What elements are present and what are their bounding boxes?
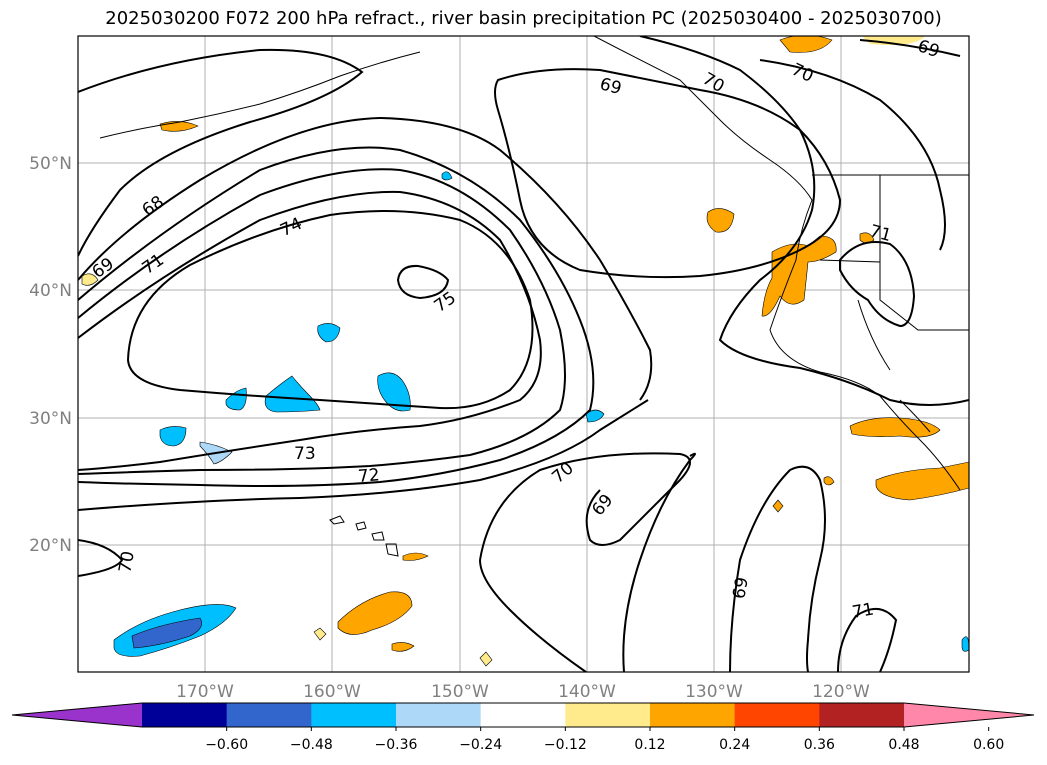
contour-label: 74: [277, 214, 305, 241]
longitude-labels: 170°W 160°W 150°W 140°W 130°W 120°W: [176, 682, 870, 702]
colorbar-bin: [311, 703, 397, 727]
lon-label: 130°W: [685, 682, 743, 702]
positive-area: [823, 476, 835, 486]
colorbar-tick-label: 0.24: [719, 737, 750, 753]
negative-area: [441, 171, 453, 181]
colorbar-bin: [819, 703, 905, 727]
positive-area: [337, 591, 413, 635]
positive-area: [159, 121, 199, 132]
plot-frame: [77, 35, 970, 673]
lon-label: 170°W: [176, 682, 234, 702]
colorbar-bin: [565, 703, 651, 727]
refractivity-contours: [78, 36, 969, 672]
lat-label: 40°N: [29, 281, 72, 301]
positive-area: [81, 273, 99, 286]
graticule: [78, 36, 969, 672]
contour-label: 68: [139, 192, 168, 221]
colorbar-tick-label: −0.60: [205, 737, 248, 753]
positive-area: [391, 642, 415, 652]
positive-area: [779, 36, 833, 53]
colorbar-extension-min: [12, 703, 142, 727]
negative-area: [317, 323, 341, 343]
negative-area: [159, 426, 187, 447]
colorbar-bin: [734, 703, 820, 727]
contour-label: 71: [851, 599, 876, 622]
contour-label: 70: [115, 550, 138, 575]
contour-label: 69: [588, 491, 617, 520]
positive-area: [772, 499, 784, 513]
colorbar-bin: [396, 703, 482, 727]
positive-area: [402, 552, 429, 561]
positive-area: [875, 461, 969, 501]
contour-label: 69: [598, 74, 624, 99]
colorbar-tick-label: −0.24: [459, 737, 502, 753]
colorbar-outline: [11, 702, 1035, 728]
contour-label: 70: [788, 60, 816, 87]
colorbar-tick-label: 0.36: [804, 737, 835, 753]
positive-area: [706, 208, 735, 233]
lon-label: 160°W: [303, 682, 361, 702]
contour-label: 70: [548, 458, 577, 487]
negative-area: [264, 375, 321, 413]
lon-label: 150°W: [431, 682, 489, 702]
colorbar: −0.60 −0.48 −0.36 −0.24 −0.12 0.12 0.24 0.36 0.4…: [11, 702, 1035, 753]
contour-labels: 69 70 70 69 68 69 71 74 75 71 73 72 70 6…: [89, 36, 942, 623]
lat-label: 30°N: [29, 409, 72, 429]
coastlines: [99, 36, 969, 557]
colorbar-bin: [226, 703, 312, 727]
negative-area: [225, 387, 247, 411]
colorbar-tick-label: −0.48: [290, 737, 333, 753]
colorbar-tick-label: −0.12: [544, 737, 587, 753]
colorbar-extension-max: [904, 703, 1034, 727]
colorbar-bin: [480, 703, 566, 727]
lat-label: 20°N: [29, 536, 72, 556]
colorbar-tick-label: 0.60: [973, 737, 1004, 753]
negative-area: [961, 636, 969, 652]
negative-area: [585, 409, 605, 423]
colorbar-tick-label: −0.36: [375, 737, 418, 753]
colorbar-tick-label: 0.12: [634, 737, 665, 753]
contour-label: 69: [729, 576, 752, 601]
colorbar-bin: [650, 703, 736, 727]
colorbar-bin: [142, 703, 228, 727]
contour-label: 70: [699, 69, 728, 97]
positive-area: [849, 417, 941, 438]
lat-label: 50°N: [29, 154, 72, 174]
positive-area: [313, 627, 327, 641]
positive-area: [862, 36, 925, 45]
latitude-labels: 50°N 40°N 30°N 20°N: [29, 154, 72, 556]
map-title: 2025030200 F072 200 hPa refract., river …: [105, 8, 942, 29]
positive-area: [761, 235, 837, 317]
positive-area: [859, 232, 875, 244]
positive-area: [479, 651, 493, 667]
contour-label: 73: [294, 444, 316, 464]
lon-label: 120°W: [812, 682, 870, 702]
colorbar-tick-label: 0.48: [888, 737, 919, 753]
negative-area: [131, 617, 202, 649]
precipitation-anomalies: [81, 36, 969, 667]
negative-area: [377, 372, 411, 412]
lon-label: 140°W: [558, 682, 616, 702]
contour-label: 72: [357, 465, 380, 487]
contour-label: 75: [431, 288, 460, 317]
